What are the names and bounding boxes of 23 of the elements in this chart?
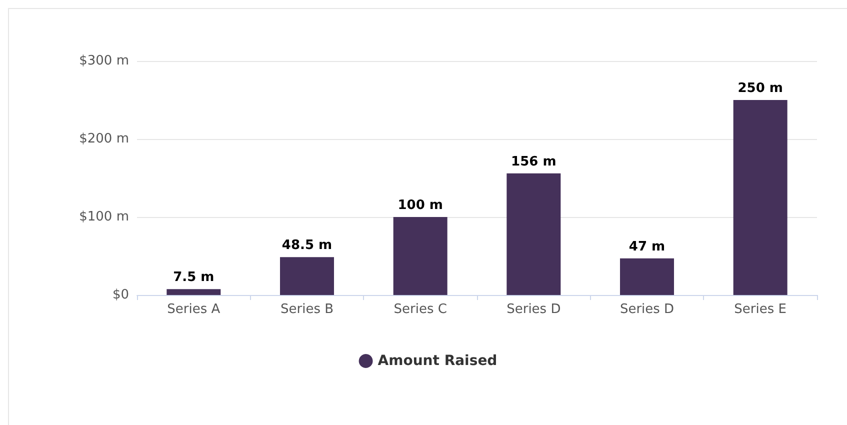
data-label: 156 m: [511, 154, 556, 170]
x-tick-label: Series E: [734, 302, 786, 317]
x-tick-label: Series C: [394, 302, 447, 317]
data-label: 48.5 m: [282, 238, 332, 254]
x-tick-label: Series A: [167, 302, 220, 317]
legend-label: Amount Raised: [378, 353, 498, 369]
y-tick-label: $200 m: [79, 132, 129, 146]
bar: [620, 258, 674, 295]
bar: [393, 217, 448, 295]
y-tick-label: $300 m: [79, 54, 129, 68]
bar: [280, 257, 334, 295]
data-label: 250 m: [738, 81, 783, 96]
x-tick-label: Series D: [506, 302, 561, 317]
data-label: 100 m: [398, 198, 443, 213]
x-tick-label: Series D: [620, 302, 674, 317]
bar: [733, 100, 788, 295]
y-tick-label: $0: [112, 288, 129, 302]
y-tick-label: $100 m: [79, 210, 129, 224]
data-label: 7.5 m: [173, 270, 214, 286]
bar: [166, 289, 221, 295]
bar: [506, 173, 561, 295]
x-tick-label: Series B: [280, 302, 334, 317]
data-label: 47 m: [628, 239, 666, 254]
